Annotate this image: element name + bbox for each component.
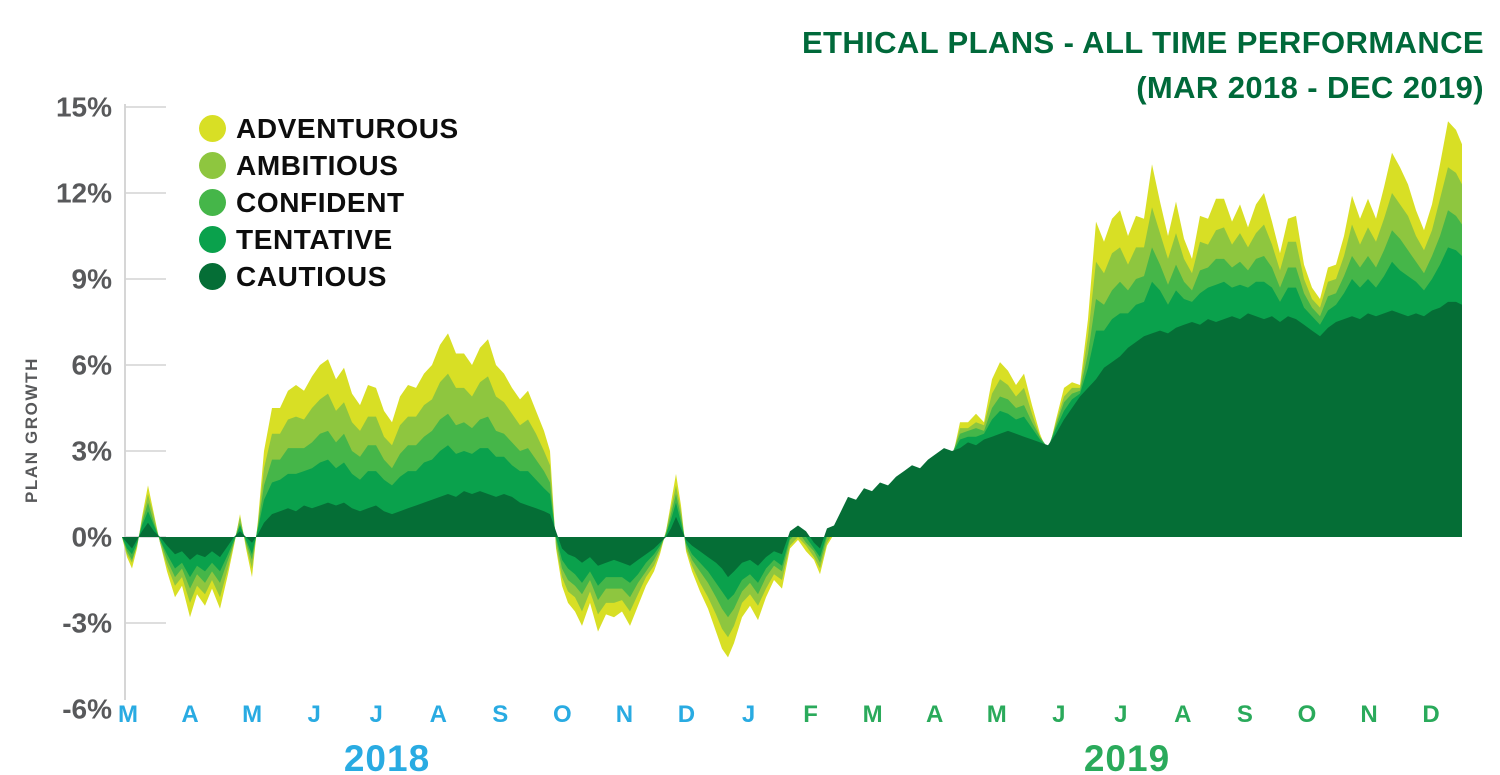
x-month-label-15: J (1052, 701, 1065, 728)
x-month-label-14: M (987, 701, 1007, 728)
x-month-label-1: A (181, 701, 198, 728)
legend-item-cautious: CAUTIOUS (199, 258, 459, 295)
y-tick-label-0: 0% (72, 522, 113, 553)
y-tick-label-6: 6% (72, 349, 113, 380)
x-month-label-6: S (492, 701, 508, 728)
chart-title: ETHICAL PLANS - ALL TIME PERFORMANCE (MA… (802, 20, 1484, 110)
x-month-label-0: M (118, 701, 138, 728)
legend-swatch-icon-cautious (199, 263, 226, 290)
legend-label-adventurous: ADVENTUROUS (236, 112, 459, 144)
chart-title-line1: ETHICAL PLANS - ALL TIME PERFORMANCE (801, 25, 1484, 60)
legend: ADVENTUROUS AMBITIOUS CONFIDENT TENTATIVE CA… (199, 110, 459, 295)
x-month-label-12: M (863, 701, 883, 728)
legend-swatch-icon-confident (199, 189, 226, 216)
x-month-label-16: J (1114, 701, 1127, 728)
legend-swatch-icon-tentative (199, 226, 226, 253)
x-month-label-19: O (1298, 701, 1317, 728)
y-tick-label--6: -6% (62, 694, 112, 725)
y-tick-label--3: -3% (62, 608, 112, 639)
legend-label-cautious: CAUTIOUS (236, 260, 388, 292)
legend-swatch-icon-ambitious (199, 152, 226, 179)
x-month-label-20: N (1360, 701, 1377, 728)
x-year-label-2018: 2018 (344, 738, 430, 775)
chart-title-line2: (MAR 2018 - DEC 2019) (1136, 70, 1484, 105)
legend-item-ambitious: AMBITIOUS (199, 147, 459, 184)
legend-label-tentative: TENTATIVE (236, 223, 393, 255)
x-month-label-11: F (803, 701, 818, 728)
legend-swatch-icon-adventurous (199, 115, 226, 142)
x-month-label-18: S (1237, 701, 1253, 728)
y-tick-label-12: 12% (56, 177, 112, 208)
legend-item-adventurous: ADVENTUROUS (199, 110, 459, 147)
area-cautious (122, 301, 1462, 578)
x-month-label-10: J (742, 701, 755, 728)
x-month-label-7: O (553, 701, 572, 728)
x-month-label-21: D (1422, 701, 1439, 728)
x-month-label-13: A (926, 701, 943, 728)
legend-item-tentative: TENTATIVE (199, 221, 459, 258)
legend-label-ambitious: AMBITIOUS (236, 149, 399, 181)
x-month-label-8: N (616, 701, 633, 728)
y-tick-label-15: 15% (56, 91, 112, 122)
x-month-label-9: D (678, 701, 695, 728)
x-month-label-3: J (307, 701, 320, 728)
y-tick-label-9: 9% (72, 263, 113, 294)
x-year-label-2019: 2019 (1084, 738, 1170, 775)
x-month-label-4: J (370, 701, 383, 728)
x-month-label-5: A (430, 701, 447, 728)
x-month-label-2: M (242, 701, 262, 728)
legend-label-confident: CONFIDENT (236, 186, 405, 218)
x-month-label-17: A (1174, 701, 1191, 728)
y-tick-label-3: 3% (72, 435, 113, 466)
legend-item-confident: CONFIDENT (199, 184, 459, 221)
